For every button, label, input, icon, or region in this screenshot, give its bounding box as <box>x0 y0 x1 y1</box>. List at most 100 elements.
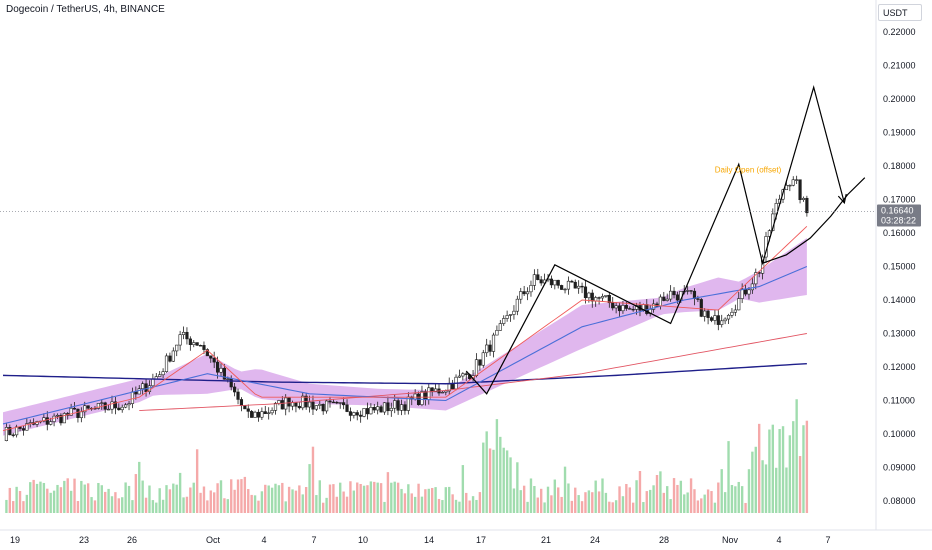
volume-bar <box>764 464 768 513</box>
candle-body <box>519 291 523 300</box>
volume-bar <box>195 449 199 513</box>
candle-body <box>352 412 356 416</box>
candle-body <box>651 303 656 310</box>
candle-body <box>25 423 29 431</box>
volume-bar <box>63 480 66 513</box>
volume-bar <box>580 501 584 513</box>
currency-selector[interactable]: USDT <box>878 4 922 21</box>
volume-bar <box>318 480 321 513</box>
candle-body <box>525 291 530 295</box>
volume-bar <box>642 502 645 513</box>
volume-bar <box>335 496 339 513</box>
volume-bar <box>403 493 407 513</box>
volume-bar <box>492 449 495 513</box>
candle-body <box>590 292 594 302</box>
volume-bar <box>339 482 342 513</box>
candle-body <box>798 179 802 200</box>
candle-body <box>560 285 564 290</box>
volume-bar <box>666 486 669 513</box>
candle-body <box>597 297 601 299</box>
volume-bar <box>648 489 652 513</box>
price-tick-label: 0.11000 <box>883 396 915 406</box>
candle-body <box>362 408 366 417</box>
candle-body <box>297 405 301 409</box>
candle-body <box>233 386 237 393</box>
volume-bar <box>165 485 168 513</box>
price-tick-label: 0.12000 <box>883 362 916 372</box>
price-tick-label: 0.17000 <box>883 195 916 205</box>
volume-bar <box>430 487 434 513</box>
volume-bar <box>52 490 56 513</box>
candle-body <box>583 286 588 299</box>
price-tick-label: 0.21000 <box>883 61 916 71</box>
volume-bar <box>80 480 83 513</box>
chart-title: Dogecoin / TetherUS, 4h, BINANCE <box>6 4 165 15</box>
projection-curve <box>762 177 866 264</box>
candle-body <box>464 373 468 375</box>
candle-body <box>461 373 465 377</box>
candle-body <box>669 290 673 300</box>
volume-bar <box>727 441 730 513</box>
volume-bar <box>396 482 400 513</box>
volume-bar <box>274 483 277 513</box>
volume-bar <box>247 489 250 513</box>
candle-body <box>801 197 806 200</box>
volume-bar <box>676 484 679 513</box>
candle-body <box>502 318 506 324</box>
candle-body <box>294 402 298 407</box>
candle-body <box>774 203 778 215</box>
volume-bar <box>448 486 451 513</box>
candle-body <box>403 404 407 411</box>
candle-body <box>457 375 462 378</box>
volume-bar <box>611 502 614 513</box>
volume-bar <box>250 494 253 513</box>
ema-fast-line <box>2 225 808 432</box>
candle-body <box>726 314 731 320</box>
time-tick-label: 10 <box>358 535 368 545</box>
volume-bar <box>686 492 689 513</box>
candle-body <box>699 299 703 317</box>
candle-body <box>512 310 516 315</box>
candles-layer <box>4 175 809 442</box>
candle-body <box>59 414 63 424</box>
candle-body <box>386 402 390 412</box>
volume-bar <box>679 480 683 513</box>
volume-bar <box>100 485 103 513</box>
price-tick-label: 0.14000 <box>883 295 916 305</box>
candle-body <box>433 388 438 393</box>
candle-body <box>151 378 155 387</box>
volume-bar <box>114 492 117 513</box>
price-tick-label: 0.09000 <box>883 463 916 473</box>
candle-body <box>52 415 56 422</box>
candle-body <box>106 408 111 411</box>
candle-body <box>444 390 448 393</box>
volume-bar <box>805 420 809 513</box>
volume-bar <box>304 487 308 513</box>
volume-bar <box>155 502 158 513</box>
volume-bar <box>277 485 281 513</box>
candle-body <box>474 359 479 376</box>
volume-bar <box>621 496 625 513</box>
volume-bar <box>328 484 332 513</box>
volume-bar <box>482 442 485 513</box>
time-tick-label: 23 <box>79 535 89 545</box>
volume-bar <box>281 482 284 513</box>
candle-body <box>522 291 526 295</box>
volume-bar <box>161 499 165 513</box>
volume-bar <box>93 500 97 513</box>
candle-body <box>178 334 182 346</box>
candle-body <box>175 344 179 352</box>
volume-bar <box>56 484 59 513</box>
volume-bar <box>349 481 352 513</box>
candle-body <box>376 406 380 411</box>
candle-body <box>215 361 220 373</box>
volume-bar <box>560 496 563 513</box>
volume-bar <box>124 482 127 513</box>
volume-bar <box>386 472 390 513</box>
candle-body <box>451 383 455 390</box>
volume-bar <box>594 480 597 513</box>
volume-bar <box>379 483 383 513</box>
candle-body <box>485 344 489 354</box>
volume-bar <box>86 483 90 513</box>
